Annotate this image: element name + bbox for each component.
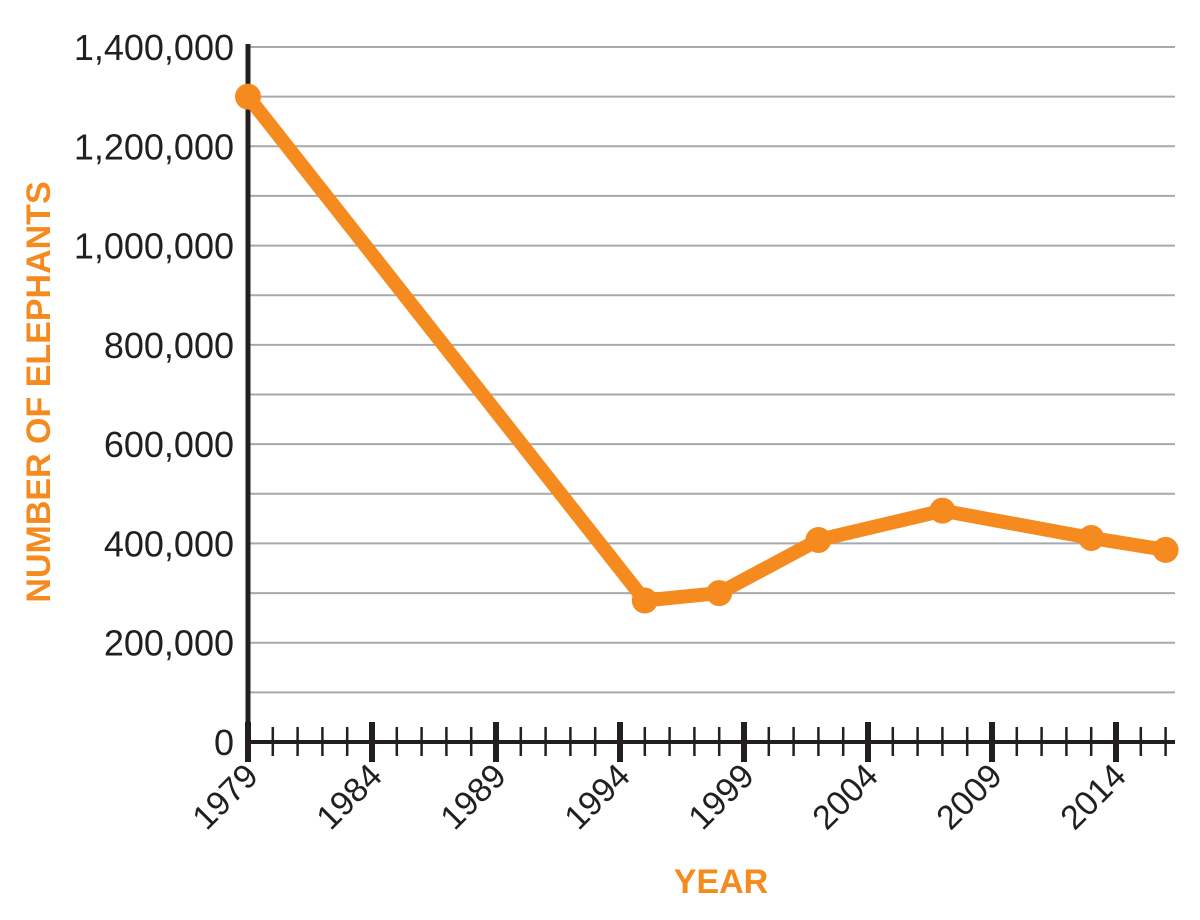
data-point [805,526,832,553]
x-tick-label: 1999 [681,757,761,837]
x-tick-label: 2009 [929,757,1009,837]
data-point [929,497,956,524]
data-point [235,83,261,110]
data-point [1078,524,1105,551]
y-tick-label: 0 [214,722,234,763]
x-axis-ticks: 1979 1984 1989 1994 1999 2004 2009 2014 [185,722,1167,837]
x-axis-label: YEAR [674,863,768,901]
y-tick-label: 400,000 [104,523,234,564]
series-line [242,92,1167,608]
y-tick-label: 200,000 [104,623,234,664]
x-tick-label: 2014 [1053,757,1133,837]
x-tick-label: 1979 [185,757,265,837]
x-tick-label: 2004 [805,757,885,837]
data-point [631,587,658,614]
data-point [1152,536,1179,563]
series-layer [235,83,1179,614]
x-tick-label: 1989 [433,757,513,837]
x-tick-label: 1994 [557,757,637,837]
data-point [706,580,733,607]
y-axis-label: NUMBER OF ELEPHANTS [20,181,58,602]
y-tick-label: 1,000,000 [74,226,234,267]
y-tick-label: 800,000 [104,325,234,366]
y-tick-label: 600,000 [104,424,234,465]
gridlines [248,46,1175,694]
x-tick-label: 1984 [309,757,389,837]
y-tick-label: 1,200,000 [74,126,234,167]
y-tick-label: 1,400,000 [74,27,234,68]
y-axis-ticks: 0 200,000 400,000 600,000 800,000 1,000,000 1,… [74,27,234,763]
